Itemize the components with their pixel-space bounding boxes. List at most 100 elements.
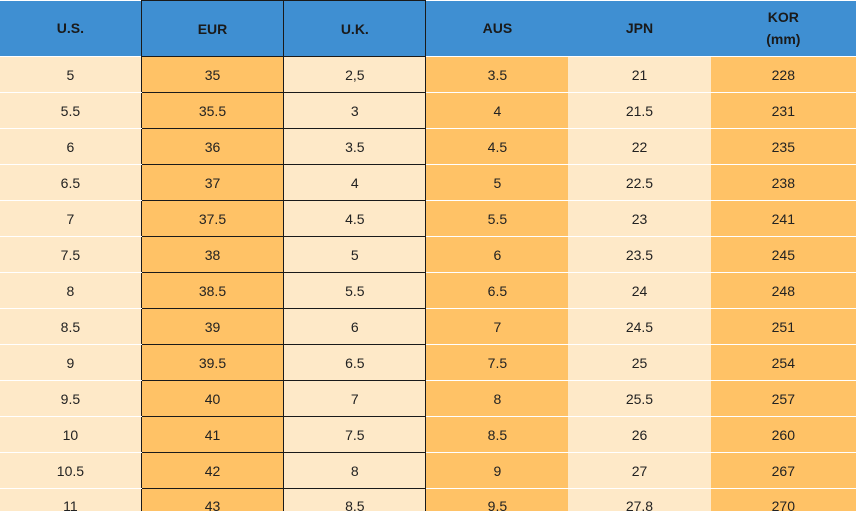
table-cell: 5.5 (0, 92, 142, 129)
table-cell: 39.5 (140, 344, 285, 381)
table-row: 10.5 42 8 9 27 267 (0, 452, 856, 489)
column-header-label: AUS (482, 20, 513, 37)
table-row: 11 43 8.5 9.5 27.8 270 (0, 488, 856, 511)
column-header: KOR (mm) (710, 0, 856, 57)
table-cell: 35 (140, 56, 285, 93)
table-cell: 7.5 (283, 416, 427, 453)
table-row: 7.5 38 5 6 23.5 245 (0, 236, 856, 273)
table-cell: 38 (140, 236, 285, 273)
table-cell: 43 (140, 488, 285, 511)
table-cell: 6.5 (283, 344, 427, 381)
table-cell: 270 (710, 488, 856, 511)
table-cell: 35.5 (140, 92, 285, 129)
table-cell: 41 (140, 416, 285, 453)
table-cell: 3 (283, 92, 427, 129)
table-cell: 24.5 (568, 308, 711, 345)
table-cell: 238 (710, 164, 856, 201)
table-cell: 24 (568, 272, 711, 309)
table-cell: 4 (425, 92, 569, 129)
table-cell: 10.5 (0, 452, 142, 489)
table-cell: 36 (140, 128, 285, 165)
table-row: 6.5 37 4 5 22.5 238 (0, 164, 856, 201)
table-cell: 37.5 (140, 200, 285, 237)
table-cell: 11 (0, 488, 142, 511)
table-cell: 8 (283, 452, 427, 489)
table-row: 8 38.5 5.5 6.5 24 248 (0, 272, 856, 309)
table-cell: 38.5 (140, 272, 285, 309)
table-cell: 22.5 (568, 164, 711, 201)
column-header: U.K. (283, 0, 427, 57)
table-cell: 6.5 (0, 164, 142, 201)
table-cell: 6 (0, 128, 142, 165)
column-header-label: U.K. (340, 20, 369, 37)
column-header: AUS (425, 0, 569, 57)
table-cell: 26 (568, 416, 711, 453)
table-cell: 228 (710, 56, 856, 93)
table-cell: 6.5 (425, 272, 569, 309)
table-cell: 7.5 (425, 344, 569, 381)
table-cell: 231 (710, 92, 856, 129)
table-cell: 251 (710, 308, 856, 345)
table-row: 5 35 2,5 3.5 21 228 (0, 56, 856, 93)
table-cell: 4.5 (425, 128, 569, 165)
table-cell: 9 (0, 344, 142, 381)
table-cell: 5 (425, 164, 569, 201)
table-cell: 5.5 (283, 272, 427, 309)
table-cell: 4 (283, 164, 427, 201)
table-cell: 8.5 (283, 488, 427, 511)
table-cell: 5.5 (425, 200, 569, 237)
column-header-label: JPN (625, 20, 654, 37)
table-cell: 42 (140, 452, 285, 489)
table-row: 7 37.5 4.5 5.5 23 241 (0, 200, 856, 237)
table-cell: 39 (140, 308, 285, 345)
table-row: 8.5 39 6 7 24.5 251 (0, 308, 856, 345)
table-cell: 37 (140, 164, 285, 201)
table-cell: 6 (425, 236, 569, 273)
header-row: U.S. EUR U.K. AUS JPN KOR (mm) (0, 0, 856, 57)
table-cell: 27.8 (568, 488, 711, 511)
table-cell: 9.5 (425, 488, 569, 511)
table-cell: 260 (710, 416, 856, 453)
table-cell: 267 (710, 452, 856, 489)
table-body: 5 35 2,5 3.5 21 228 5.5 35.5 3 4 21.5 231 6 36 3.5 4.5 2… (0, 56, 856, 511)
table-cell: 8.5 (425, 416, 569, 453)
column-header-label: KOR (mm) (766, 9, 801, 48)
column-header: EUR (140, 0, 285, 57)
table-cell: 23 (568, 200, 711, 237)
table-cell: 9.5 (0, 380, 142, 417)
table-header: U.S. EUR U.K. AUS JPN KOR (mm) (0, 0, 856, 57)
table-cell: 21.5 (568, 92, 711, 129)
table-cell: 4.5 (283, 200, 427, 237)
table-cell: 6 (283, 308, 427, 345)
table-cell: 245 (710, 236, 856, 273)
table-cell: 23.5 (568, 236, 711, 273)
table-cell: 3.5 (283, 128, 427, 165)
table-row: 6 36 3.5 4.5 22 235 (0, 128, 856, 165)
column-header-label: EUR (197, 20, 228, 37)
table-cell: 10 (0, 416, 142, 453)
table-cell: 22 (568, 128, 711, 165)
table-cell: 27 (568, 452, 711, 489)
table-row: 9 39.5 6.5 7.5 25 254 (0, 344, 856, 381)
table-cell: 8.5 (0, 308, 142, 345)
column-header: JPN (568, 0, 711, 57)
table-cell: 9 (425, 452, 569, 489)
table-cell: 2,5 (283, 56, 427, 93)
table-cell: 25.5 (568, 380, 711, 417)
table-cell: 257 (710, 380, 856, 417)
table-row: 5.5 35.5 3 4 21.5 231 (0, 92, 856, 129)
table-cell: 7 (425, 308, 569, 345)
table-row: 10 41 7.5 8.5 26 260 (0, 416, 856, 453)
table-cell: 7 (283, 380, 427, 417)
column-header: U.S. (0, 0, 142, 57)
table-cell: 25 (568, 344, 711, 381)
table-cell: 40 (140, 380, 285, 417)
table-cell: 235 (710, 128, 856, 165)
table-cell: 21 (568, 56, 711, 93)
table-cell: 3.5 (425, 56, 569, 93)
table-cell: 8 (0, 272, 142, 309)
table-cell: 241 (710, 200, 856, 237)
table-cell: 5 (0, 56, 142, 93)
table-row: 9.5 40 7 8 25.5 257 (0, 380, 856, 417)
